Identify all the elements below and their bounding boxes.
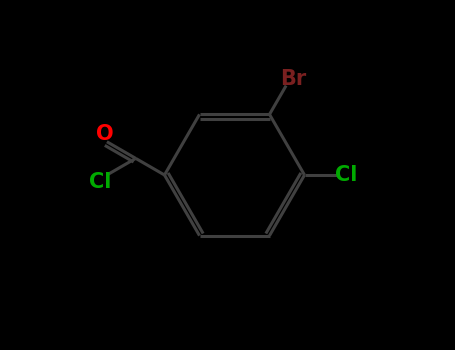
Text: Cl: Cl xyxy=(335,165,358,185)
Text: O: O xyxy=(96,124,114,144)
Text: Cl: Cl xyxy=(90,172,112,192)
Text: Br: Br xyxy=(280,69,306,89)
